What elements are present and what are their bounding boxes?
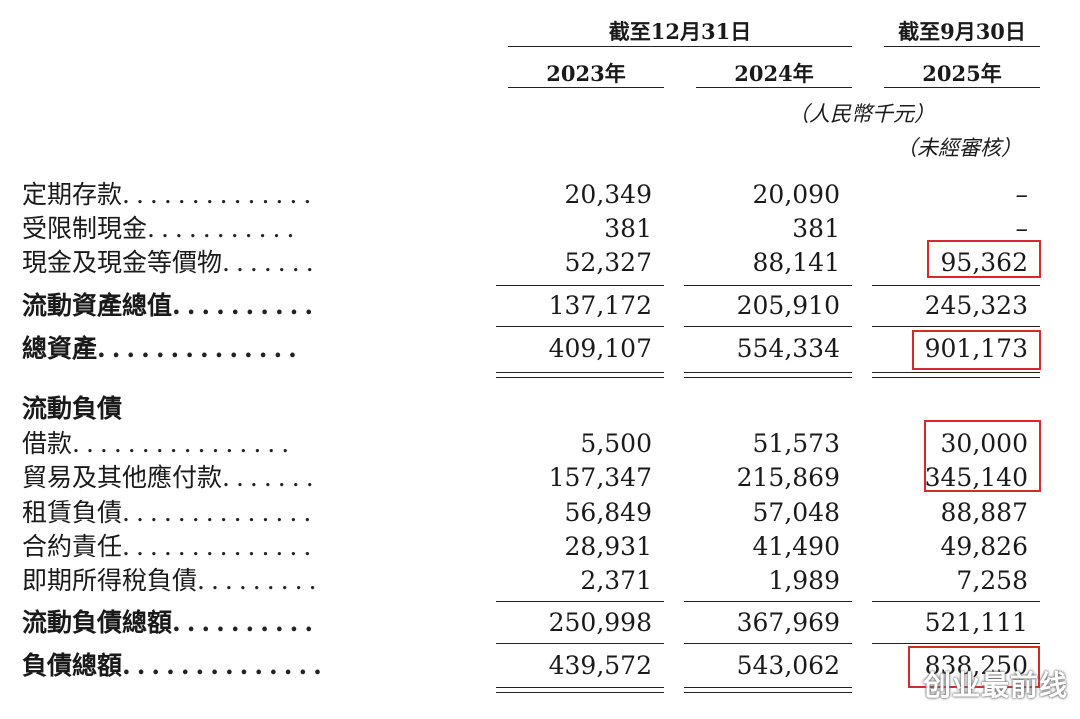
highlight-box: [927, 240, 1041, 278]
row-label: 貿易及其他應付款.......: [22, 463, 320, 492]
value-2023: 5,500: [580, 429, 652, 458]
subtotal-rule: [872, 601, 1040, 602]
value-2023: 157,347: [548, 463, 652, 492]
period-header-sep: 截至9月30日: [898, 19, 1026, 44]
value-2025: –: [1015, 180, 1029, 209]
year-header-2025: 2025年: [922, 61, 1002, 86]
row-label: 流動負債總額..........: [22, 608, 320, 637]
double-rule: [496, 377, 664, 378]
subtotal-rule: [496, 601, 664, 602]
header-rule: [508, 46, 852, 47]
year-header-2023: 2023年: [546, 61, 626, 86]
value-2023: 2,371: [580, 566, 652, 595]
value-2023: 20,349: [564, 180, 652, 209]
row-label: 流動負債: [22, 394, 123, 423]
double-rule: [496, 687, 664, 688]
value-2024: 51,573: [752, 429, 840, 458]
value-2024: 20,090: [752, 180, 840, 209]
highlight-box: [908, 646, 1040, 688]
double-rule: [684, 692, 852, 693]
row-label: 受限制現金...........: [22, 214, 301, 243]
row-label: 現金及現金等價物.......: [22, 248, 320, 277]
year-rule: [696, 87, 852, 88]
subtotal-rule: [872, 285, 1040, 286]
header-rule: [884, 46, 1040, 47]
value-2023: 28,931: [564, 532, 652, 561]
subtotal-rule: [684, 326, 852, 327]
double-rule: [872, 372, 1040, 373]
row-label: 定期存款..............: [22, 180, 318, 209]
value-2024: 57,048: [752, 498, 840, 527]
value-2023: 137,172: [548, 291, 652, 320]
value-2024: 1,989: [768, 566, 840, 595]
value-2023: 409,107: [548, 334, 652, 363]
subtotal-rule: [684, 643, 852, 644]
highlight-box: [924, 420, 1041, 492]
value-2025: 7,258: [956, 566, 1028, 595]
highlight-box: [912, 330, 1041, 370]
value-2025: 95,362: [940, 248, 1028, 277]
double-rule: [496, 372, 664, 373]
value-2024: 205,910: [736, 291, 840, 320]
year-rule: [884, 87, 1040, 88]
value-2025: 901,173: [924, 334, 1028, 363]
row-label: 合約責任..............: [22, 532, 318, 561]
value-2023: 381: [604, 214, 652, 243]
value-2025: 245,323: [924, 291, 1028, 320]
value-2023: 56,849: [564, 498, 652, 527]
row-label: 負債總額..............: [22, 651, 328, 680]
subtotal-rule: [496, 285, 664, 286]
value-2025: 30,000: [940, 429, 1028, 458]
row-label: 租賃負債..............: [22, 498, 318, 527]
value-2025: 521,111: [924, 608, 1028, 637]
value-2025: 49,826: [940, 532, 1028, 561]
year-rule: [508, 87, 664, 88]
value-2023: 52,327: [564, 248, 652, 277]
unaudited-label: （未經審核）: [896, 136, 1022, 160]
value-2025: –: [1015, 214, 1029, 243]
row-label: 即期所得稅負債.........: [22, 566, 323, 595]
unit-label: （人民幣千元）: [788, 102, 935, 126]
value-2024: 367,969: [736, 608, 840, 637]
value-2025: 345,140: [924, 463, 1028, 492]
value-2023: 250,998: [548, 608, 652, 637]
value-2024: 88,141: [752, 248, 840, 277]
subtotal-rule: [872, 643, 1040, 644]
value-2024: 215,869: [736, 463, 840, 492]
row-label: 總資產..............: [22, 334, 303, 363]
value-2024: 554,334: [736, 334, 840, 363]
value-2024: 381: [792, 214, 840, 243]
period-header-dec: 截至12月31日: [608, 19, 752, 44]
row-label: 流動資產總值..........: [22, 291, 320, 320]
double-rule: [872, 377, 1040, 378]
subtotal-rule: [496, 643, 664, 644]
value-2025: 88,887: [940, 498, 1028, 527]
watermark-logo: 创业最前线: [922, 669, 1068, 702]
double-rule: [684, 687, 852, 688]
subtotal-rule: [496, 326, 664, 327]
double-rule: [684, 372, 852, 373]
subtotal-rule: [684, 601, 852, 602]
value-2024: 41,490: [752, 532, 840, 561]
row-label: 借款................: [22, 429, 296, 458]
subtotal-rule: [684, 285, 852, 286]
double-rule: [684, 377, 852, 378]
subtotal-rule: [872, 326, 1040, 327]
value-2023: 439,572: [548, 651, 652, 680]
value-2024: 543,062: [736, 651, 840, 680]
value-2025: 838,250: [924, 651, 1028, 680]
double-rule: [496, 692, 664, 693]
year-header-2024: 2024年: [734, 61, 814, 86]
